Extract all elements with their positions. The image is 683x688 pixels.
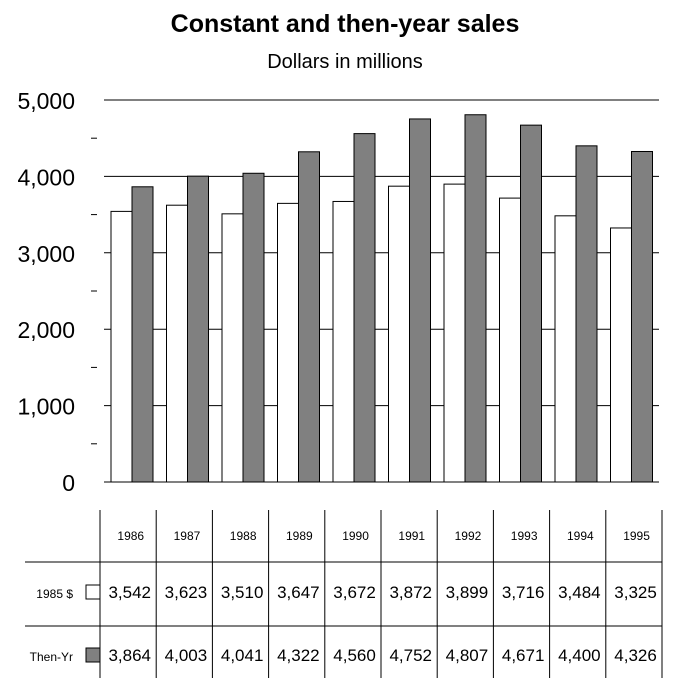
data-value: 3,484 [558,583,601,602]
chart-subtitle: Dollars in millions [267,51,423,73]
x-category-label: 1987 [174,529,201,543]
y-tick-label: 3,000 [17,241,75,267]
data-value: 4,322 [277,646,320,665]
bar-constant [388,185,410,483]
x-category-label: 1991 [398,529,425,543]
x-category-label: 1992 [455,529,482,543]
data-value: 4,752 [389,646,432,665]
bar-constant [110,210,133,483]
data-value: 4,041 [221,646,264,665]
bar-then-year [187,175,209,483]
data-value: 3,542 [108,583,151,602]
data-value: 4,400 [558,646,601,665]
y-tick-label: 0 [62,470,75,496]
x-category-label: 1993 [511,529,538,543]
data-value: 3,623 [165,583,208,602]
y-tick-label: 1,000 [17,394,75,420]
legend-swatch [85,647,101,663]
data-value: 3,672 [333,583,376,602]
data-value: 3,716 [502,583,545,602]
bar-then-year [464,114,487,483]
legend-label: 1985 $ [36,587,73,601]
legend-swatch [85,584,101,600]
data-value: 3,647 [277,583,320,602]
chart-title: Constant and then-year sales [171,10,520,38]
y-tick-label: 2,000 [17,317,75,343]
bar-constant [332,200,355,483]
data-value: 4,326 [614,646,657,665]
data-value: 3,872 [389,583,432,602]
bar-then-year [409,118,431,483]
bar-constant [277,202,299,483]
x-category-label: 1988 [230,529,257,543]
bar-constant [610,227,632,483]
y-tick-label: 5,000 [17,88,75,114]
x-category-label: 1990 [342,529,369,543]
x-category-label: 1994 [567,529,594,543]
data-value: 4,003 [165,646,208,665]
legend-label: Then-Yr [30,650,73,664]
bar-constant [221,213,244,483]
bar-constant [443,183,466,483]
data-value: 3,325 [614,583,657,602]
bar-constant [166,204,188,483]
data-value: 4,671 [502,646,545,665]
bar-constant [499,197,521,483]
bar-constant [554,215,577,483]
bar-then-year [520,124,542,483]
bar-then-year [575,145,598,483]
data-value: 3,899 [446,583,489,602]
bar-then-year [131,186,154,483]
x-category-label: 1989 [286,529,313,543]
bar-then-year [631,150,653,483]
bar-then-year [242,172,265,483]
bar-then-year [353,133,376,483]
x-category-label: 1995 [623,529,650,543]
data-value: 4,807 [446,646,489,665]
data-value: 3,510 [221,583,264,602]
data-value: 4,560 [333,646,376,665]
data-value: 3,864 [108,646,151,665]
x-category-label: 1986 [117,529,144,543]
bar-then-year [298,151,320,483]
y-tick-label: 4,000 [17,164,75,190]
